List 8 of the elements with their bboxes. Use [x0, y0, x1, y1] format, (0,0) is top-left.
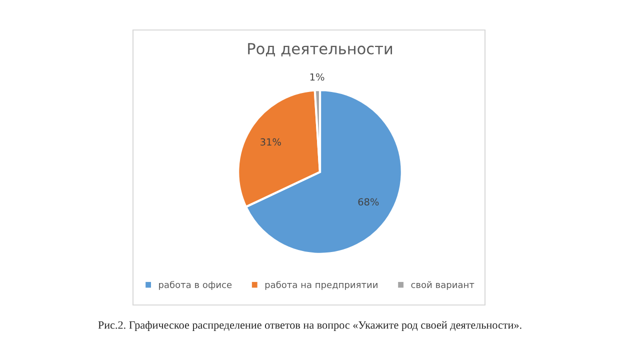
data-label: 68%	[358, 198, 379, 206]
chart-title: Род деятельности	[248, 43, 392, 56]
legend-label: свой вариант	[411, 281, 474, 290]
data-label: 31%	[260, 138, 281, 146]
data-label: 1%	[310, 73, 324, 81]
legend-label: работа в офисе	[159, 280, 232, 290]
text: Рис.2. Графическое распределение ответов на вопрос «Укажите род своей деятельности».	[98, 320, 522, 332]
legend-label: работа на предприятии	[265, 280, 378, 290]
